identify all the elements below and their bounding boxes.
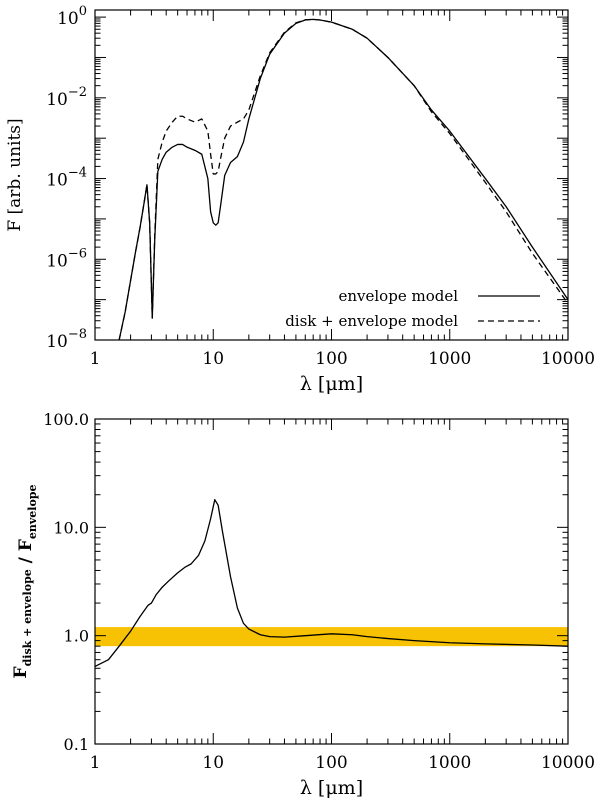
y-tick-exp: −8 [68, 327, 87, 342]
y-tick-base: 10 [46, 332, 68, 352]
bottom-tick-labels: 1 10 100 1000 10000 0.1 1.0 10.0 100.0 [43, 410, 595, 773]
x-tick-label: 100 [315, 753, 347, 773]
legend-label: envelope model [339, 287, 459, 305]
y-tick-exp: 0 [79, 4, 87, 19]
bottom-x-axis-label: λ [μm] [300, 777, 363, 799]
y-tick-label: 0.1 [64, 735, 89, 754]
top-x-axis-label: λ [μm] [300, 373, 363, 395]
top-series [118, 18, 569, 341]
y-tick-base: 10 [46, 90, 68, 110]
top-plot-frame [94, 9, 569, 341]
ratio-band [95, 627, 568, 647]
x-tick-label: 100 [315, 349, 347, 369]
y-tick-base: 10 [57, 9, 79, 29]
y-tick-label: 1.0 [64, 627, 89, 646]
y-tick-exp: −2 [68, 85, 87, 100]
top-y-axis-label: F [arb. units] [5, 118, 25, 231]
x-label-symbol: λ [300, 777, 312, 799]
y-tick-label: 10−8 [46, 327, 87, 352]
y-label-part: / [16, 551, 36, 569]
y-tick-exp: −6 [68, 246, 87, 261]
y-label-subscript: envelope [26, 485, 39, 540]
x-tick-label: 10000 [541, 753, 595, 773]
x-tick-label: 10000 [541, 349, 595, 369]
y-tick-label: 10−6 [46, 246, 87, 271]
y-tick-exp: −4 [68, 166, 87, 181]
y-label-part: F [11, 666, 31, 678]
x-tick-label: 10 [202, 349, 224, 369]
bottom-axis-ticks [94, 419, 568, 745]
ratio-chart: 1 10 100 1000 10000 0.1 1.0 10.0 100.0 λ [μm] Fdi… [11, 410, 595, 799]
top-axis-ticks [94, 10, 568, 341]
x-tick-label: 1000 [428, 349, 471, 369]
y-tick-label: 10.0 [53, 518, 89, 537]
y-label-subscript: disk + envelope [21, 569, 34, 666]
x-tick-label: 1000 [428, 753, 471, 773]
x-label-symbol: λ [300, 373, 312, 395]
legend-label: disk + envelope model [285, 312, 458, 330]
x-tick-label: 1 [90, 753, 101, 773]
x-label-unit: [μm] [318, 777, 363, 799]
bottom-y-axis-label: Fdisk + envelope / Fenvelope [11, 485, 39, 679]
y-tick-label: 100 [57, 4, 87, 29]
x-tick-label: 1 [90, 349, 101, 369]
y-tick-label: 100.0 [43, 410, 89, 429]
bottom-series [94, 499, 569, 668]
bottom-plot-frame [94, 418, 569, 745]
y-tick-base: 10 [46, 251, 68, 271]
top-legend: envelope model disk + envelope model [285, 287, 540, 330]
x-label-unit: [μm] [318, 373, 363, 395]
y-label-part: F [16, 539, 36, 551]
y-tick-label: 10−4 [46, 166, 87, 191]
y-tick-label: 10−2 [46, 85, 87, 110]
x-tick-label: 10 [202, 753, 224, 773]
series-line-2 [118, 18, 569, 341]
series-line-1 [94, 499, 569, 668]
y-tick-base: 10 [46, 171, 68, 191]
